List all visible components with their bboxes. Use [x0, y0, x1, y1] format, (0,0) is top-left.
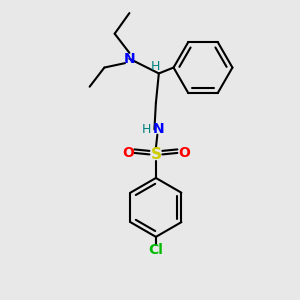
- Text: N: N: [124, 52, 135, 66]
- Text: O: O: [122, 146, 134, 160]
- Text: N: N: [153, 122, 165, 136]
- Text: H: H: [151, 60, 160, 73]
- Text: H: H: [142, 123, 151, 136]
- Text: O: O: [178, 146, 190, 160]
- Text: S: S: [150, 147, 161, 162]
- Text: Cl: Cl: [148, 243, 163, 257]
